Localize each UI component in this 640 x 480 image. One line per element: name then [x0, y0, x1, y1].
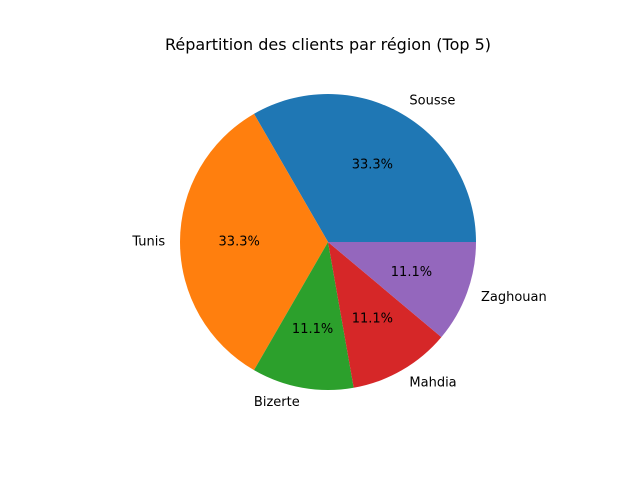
chart-title: Répartition des clients par région (Top …	[165, 35, 491, 54]
pie-slice-mahdia	[328, 242, 442, 388]
slice-label-mahdia: Mahdia	[409, 375, 456, 390]
slice-percent-sousse: 33.3%	[352, 158, 393, 173]
pie-slice-sousse	[254, 93, 476, 242]
pie-labels: Sousse 33.3% Tunis 33.3% Bizerte 11.1% Mahdia 1…	[131, 94, 546, 410]
slice-percent-bizerte: 11.1%	[292, 322, 333, 337]
slice-percent-zaghouan: 11.1%	[391, 265, 432, 280]
slice-percent-mahdia: 11.1%	[352, 311, 393, 326]
slice-label-zaghouan: Zaghouan	[481, 290, 547, 305]
pie-slices	[179, 93, 476, 390]
slice-label-bizerte: Bizerte	[254, 395, 300, 410]
pie-slice-bizerte	[254, 242, 354, 390]
pie-slice-zaghouan	[328, 242, 476, 338]
slice-label-tunis: Tunis	[131, 235, 165, 250]
slice-percent-tunis: 33.3%	[219, 235, 260, 250]
slice-label-sousse: Sousse	[409, 94, 455, 109]
